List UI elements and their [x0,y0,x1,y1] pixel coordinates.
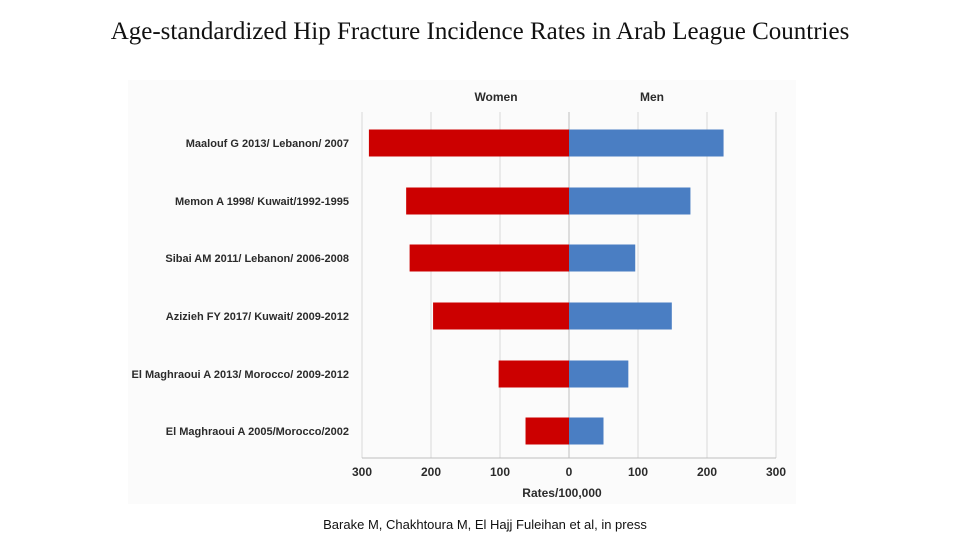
bar-women [368,129,569,157]
bar-women [525,417,569,445]
bar-women [498,360,569,388]
bar-men [569,302,672,330]
category-label: Azizieh FY 2017/ Kuwait/ 2009-2012 [166,311,349,323]
category-label: El Maghraoui A 2013/ Morocco/ 2009-2012 [132,369,349,381]
bar-men [569,360,629,388]
bar-women [409,244,569,272]
x-tick-label: 300 [352,465,372,479]
bar-men [569,244,636,272]
bar-women [406,187,569,215]
bar-men [569,417,604,445]
category-label: El Maghraoui A 2005/Morocco/2002 [166,426,349,438]
category-label: Sibai AM 2011/ Lebanon/ 2006-2008 [165,253,349,265]
category-label: Maalouf G 2013/ Lebanon/ 2007 [186,138,349,150]
x-tick-label: 300 [766,465,786,479]
x-tick-label: 200 [421,465,441,479]
slide-title: Age-standardized Hip Fracture Incidence … [110,18,850,45]
x-axis-label: Rates/100,000 [522,486,602,500]
bar-men [569,129,724,157]
category-label: Memon A 1998/ Kuwait/1992-1995 [175,196,349,208]
x-tick-label: 100 [490,465,510,479]
citation-text: Barake M, Chakhtoura M, El Hajj Fuleihan… [323,517,647,532]
bar-men [569,187,691,215]
series-header-women: Women [474,90,517,104]
x-tick-label: 200 [697,465,717,479]
bar-women [433,302,569,330]
x-tick-label: 0 [566,465,573,479]
x-tick-label: 100 [628,465,648,479]
series-header-men: Men [640,90,664,104]
